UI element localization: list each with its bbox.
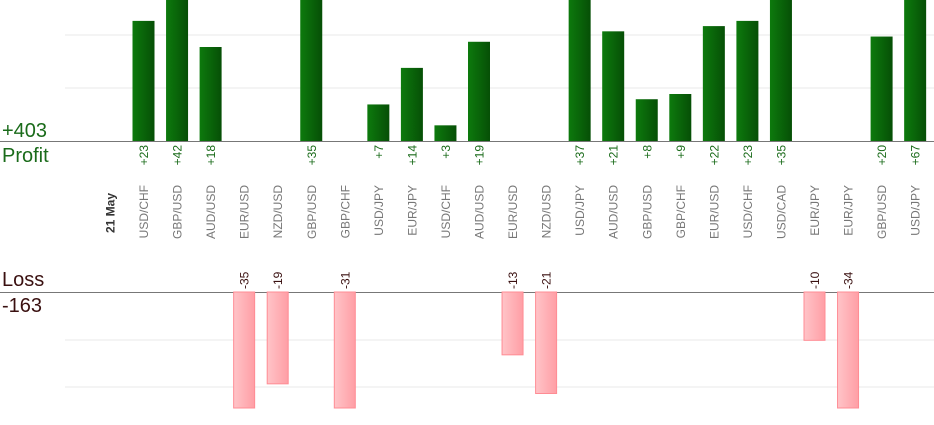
profit-bar: [669, 94, 692, 141]
pair-label: USD/JPY: [909, 185, 923, 236]
profit-bar: [434, 125, 457, 141]
profit-bar: [769, 0, 792, 141]
pair-label: EUR/USD: [506, 185, 520, 239]
loss-bar: [535, 291, 558, 394]
profit-bar: [635, 99, 658, 141]
profit-bar: [468, 41, 490, 141]
profit-bar: [702, 26, 725, 141]
loss-value-label: -31: [338, 271, 352, 289]
pair-label: USD/CHF: [137, 185, 151, 238]
pair-label: AUD/USD: [473, 185, 487, 239]
loss-total: -163: [2, 295, 43, 317]
profit-value-label: +18: [204, 145, 218, 166]
profit-bar: [199, 47, 222, 141]
profit-bar: [736, 20, 759, 142]
loss-value-label: -19: [271, 271, 285, 289]
loss-bars: [233, 291, 860, 409]
pair-label: USD/CAD: [774, 185, 788, 239]
profit-value-label: +35: [305, 145, 319, 166]
pair-label: USD/CHF: [439, 185, 453, 238]
pair-label: AUD/USD: [204, 185, 218, 239]
loss-bar: [233, 291, 256, 409]
profit-value-label: +7: [372, 145, 386, 159]
profit-bar: [367, 104, 390, 141]
pair-label: AUD/USD: [607, 185, 621, 239]
loss-label: Loss: [2, 269, 45, 291]
pair-label: GBP/USD: [305, 185, 319, 239]
pair-label: EUR/JPY: [405, 185, 419, 236]
pair-label: USD/JPY: [372, 185, 386, 236]
pair-label: USD/JPY: [573, 185, 587, 236]
loss-bar: [803, 291, 826, 341]
date-label: 21 May: [103, 193, 117, 233]
profit-value-label: +3: [439, 145, 453, 159]
loss-bar: [266, 291, 289, 385]
profit-total: +403: [2, 120, 48, 142]
profit-bar: [904, 0, 927, 141]
profit-value-label: +22: [707, 145, 721, 166]
pair-label: EUR/JPY: [808, 185, 822, 236]
profit-label: Profit: [2, 145, 49, 167]
pair-label: GBP/CHF: [338, 185, 352, 238]
loss-value-label: -35: [238, 271, 252, 289]
pair-label: EUR/USD: [238, 185, 252, 239]
profit-value-label: +21: [607, 145, 621, 166]
profit-bar: [870, 36, 893, 141]
loss-value-label: -34: [842, 271, 856, 289]
profit-bar: [400, 67, 423, 141]
pair-label: GBP/USD: [640, 185, 654, 239]
pair-label: GBP/USD: [171, 185, 185, 239]
profit-bar: [166, 0, 189, 141]
profit-value-label: +9: [674, 145, 688, 159]
pair-label: GBP/USD: [875, 185, 889, 239]
pair-label: USD/CHF: [741, 185, 755, 238]
pair-label: NZD/USD: [540, 185, 554, 239]
profit-value-label: +8: [640, 145, 654, 159]
pair-label: NZD/USD: [271, 185, 285, 239]
loss-bar: [501, 291, 524, 356]
labels: 21 May USD/CHF +23 GBP/USD +42 AUD/USD +18 EUR/…: [103, 145, 922, 289]
profit-value-label: +20: [875, 145, 889, 166]
loss-bar: [837, 291, 860, 409]
profit-value-label: +42: [171, 145, 185, 166]
profit-value-label: +67: [909, 145, 923, 166]
pair-label: GBP/CHF: [674, 185, 688, 238]
loss-bar: [333, 291, 356, 409]
loss-value-label: -21: [540, 271, 554, 289]
profit-value-label: +37: [573, 145, 587, 166]
profit-value-label: +23: [741, 145, 755, 166]
loss-value-label: -13: [506, 271, 520, 289]
profit-bars: [132, 0, 927, 142]
profit-bar: [300, 0, 323, 141]
profit-bar: [602, 31, 625, 141]
profit-value-label: +23: [137, 145, 151, 166]
profit-value-label: +35: [774, 145, 788, 166]
pair-label: EUR/USD: [707, 185, 721, 239]
profit-value-label: +14: [405, 145, 419, 166]
profit-bar: [132, 20, 155, 142]
loss-value-label: -10: [808, 271, 822, 289]
profit-value-label: +19: [473, 145, 487, 166]
profit-bar: [568, 0, 591, 141]
pair-label: EUR/JPY: [842, 185, 856, 236]
